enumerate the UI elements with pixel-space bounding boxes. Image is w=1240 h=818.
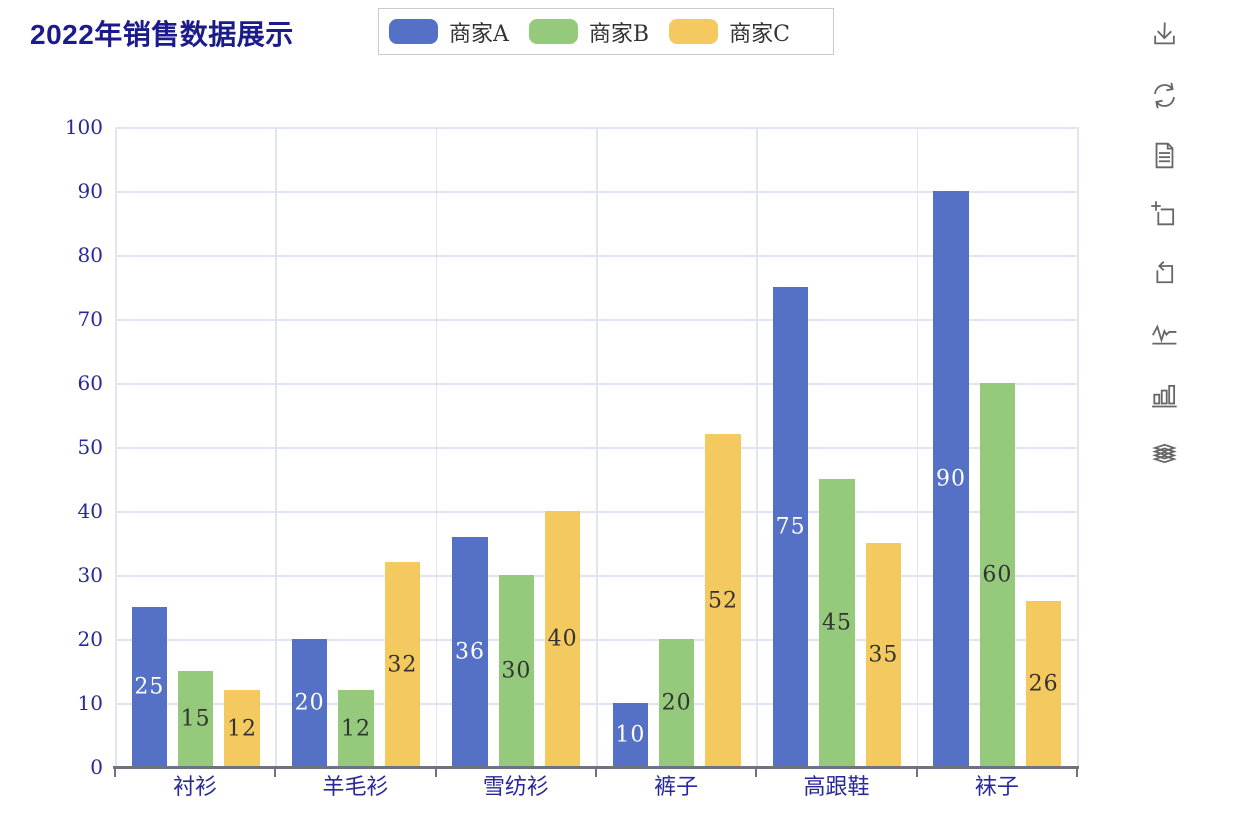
bar-series3-cat4[interactable]: 52: [705, 434, 741, 767]
bar-value-label: 25: [134, 674, 165, 700]
save-image-icon[interactable]: [1148, 19, 1181, 52]
v-gridline: [275, 127, 277, 767]
y-axis-label: 30: [77, 563, 103, 587]
bar-series3-cat3[interactable]: 40: [544, 511, 581, 767]
x-axis-tick: [755, 766, 758, 777]
bar-series3-cat2[interactable]: 32: [384, 562, 421, 767]
legend: 商家A 商家B 商家C: [378, 8, 834, 55]
bar-series2-cat1[interactable]: 15: [177, 671, 214, 767]
y-axis-label: 50: [77, 435, 103, 459]
x-axis-label: 羊毛衫: [322, 775, 389, 800]
bar-series3-cat6[interactable]: 26: [1025, 600, 1062, 767]
legend-item-3[interactable]: 商家C: [669, 16, 790, 48]
bar-value-label: 60: [982, 562, 1013, 588]
bar-series3-cat5[interactable]: 35: [865, 543, 902, 767]
bar-series2-cat2[interactable]: 12: [338, 690, 374, 767]
x-axis-tick: [274, 766, 277, 777]
bar-series1-cat5[interactable]: 75: [772, 287, 809, 767]
bar-series2-cat6[interactable]: 60: [979, 383, 1016, 767]
bar-value-label: 12: [227, 716, 257, 742]
chart-title: 2022年销售数据展示: [30, 19, 294, 50]
y-axis-label: 40: [77, 499, 103, 523]
bar-series3-cat1[interactable]: 12: [224, 690, 260, 767]
x-axis-tick: [595, 766, 597, 777]
stack-icon[interactable]: [1148, 439, 1181, 472]
zoom-select-icon[interactable]: [1148, 199, 1181, 232]
x-axis-label: 高跟鞋: [803, 775, 870, 800]
legend-label: 商家B: [588, 21, 650, 47]
bar-series1-cat2[interactable]: 20: [291, 639, 328, 767]
legend-swatch: [528, 19, 578, 44]
bar-value-label: 40: [547, 626, 578, 652]
legend-item-2[interactable]: 商家B: [528, 16, 650, 48]
restore-icon[interactable]: [1148, 79, 1181, 112]
x-axis-label: 衬衫: [173, 775, 218, 800]
bar-value-label: 15: [180, 706, 211, 732]
bar-series2-cat3[interactable]: 30: [498, 575, 535, 767]
y-axis-label: 90: [77, 179, 103, 203]
bar-value-label: 45: [822, 610, 852, 636]
legend-label: 商家C: [729, 21, 790, 47]
x-axis-label: 袜子: [974, 775, 1019, 800]
bar-value-label: 30: [501, 658, 532, 684]
bar-series1-cat3[interactable]: 36: [452, 536, 488, 767]
v-gridline: [115, 127, 117, 767]
legend-swatch: [669, 19, 719, 44]
y-axis-label: 70: [77, 307, 103, 331]
v-gridline: [916, 127, 919, 767]
x-axis-tick: [915, 766, 918, 777]
legend-item-1[interactable]: 商家A: [389, 16, 509, 48]
line-chart-icon[interactable]: [1148, 319, 1181, 352]
bar-series1-cat1[interactable]: 25: [131, 607, 168, 767]
bar-value-label: 26: [1028, 671, 1059, 697]
plot-area: 25 20 36 10 75 90 15 12 30 20 45 60 12 32 40 52 35 26: [115, 127, 1079, 767]
v-gridline: [756, 127, 758, 767]
y-axis-label: 100: [64, 115, 103, 139]
v-gridline: [435, 127, 438, 767]
toolbar: [1148, 19, 1182, 472]
bar-value-label: 20: [661, 690, 692, 716]
bar-value-label: 75: [775, 514, 806, 540]
x-axis-label: 裤子: [654, 775, 699, 800]
x-axis-tick: [1076, 766, 1078, 777]
v-gridline: [596, 127, 598, 767]
bar-value-label: 36: [455, 639, 486, 665]
y-axis-label: 0: [90, 755, 103, 779]
y-axis-label: 10: [77, 691, 103, 715]
legend-label: 商家A: [449, 21, 509, 47]
v-gridline: [1077, 127, 1079, 767]
x-axis-tick: [434, 766, 437, 777]
bar-value-label: 32: [387, 652, 418, 678]
x-axis-tick: [114, 766, 116, 777]
bar-value-label: 35: [868, 642, 899, 668]
y-axis-label: 20: [77, 627, 103, 651]
bar-series1-cat4[interactable]: 10: [612, 703, 649, 767]
bar-value-label: 10: [615, 722, 646, 748]
legend-swatch: [389, 19, 438, 44]
zoom-reset-icon[interactable]: [1148, 259, 1181, 292]
y-axis-label: 80: [77, 243, 103, 267]
bar-series2-cat4[interactable]: 20: [658, 639, 695, 767]
bar-chart-icon[interactable]: [1148, 379, 1181, 412]
x-axis-label: 雪纺衫: [482, 775, 549, 800]
y-axis-label: 60: [77, 371, 103, 395]
bar-series1-cat6[interactable]: 90: [933, 191, 969, 767]
bar-value-label: 12: [341, 716, 371, 742]
bar-value-label: 20: [294, 690, 325, 716]
bar-series2-cat5[interactable]: 45: [819, 479, 855, 767]
bar-value-label: 52: [708, 588, 738, 614]
data-view-icon[interactable]: [1148, 139, 1181, 172]
bar-value-label: 90: [936, 466, 967, 492]
